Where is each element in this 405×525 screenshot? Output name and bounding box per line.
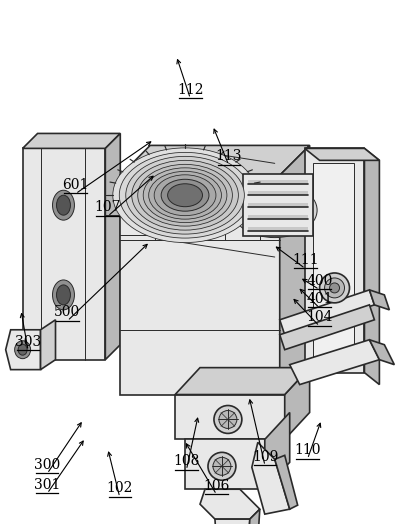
Polygon shape [200, 489, 260, 519]
Ellipse shape [219, 411, 237, 428]
Ellipse shape [208, 453, 236, 480]
Text: 109: 109 [252, 450, 278, 464]
Ellipse shape [324, 278, 345, 298]
Ellipse shape [132, 160, 239, 230]
Ellipse shape [242, 189, 307, 231]
Polygon shape [175, 395, 285, 439]
Polygon shape [175, 368, 310, 395]
Text: 113: 113 [215, 149, 242, 163]
Ellipse shape [53, 280, 75, 310]
Polygon shape [369, 290, 389, 310]
Polygon shape [248, 227, 308, 231]
Text: 102: 102 [107, 481, 133, 495]
Polygon shape [243, 174, 313, 236]
Text: 106: 106 [203, 479, 230, 492]
Ellipse shape [168, 184, 202, 207]
Text: 301: 301 [34, 478, 60, 491]
Ellipse shape [126, 156, 244, 234]
Ellipse shape [154, 175, 216, 216]
Polygon shape [280, 305, 374, 350]
Ellipse shape [214, 405, 242, 434]
Polygon shape [248, 203, 308, 207]
Polygon shape [185, 439, 265, 489]
Ellipse shape [232, 183, 317, 238]
Polygon shape [120, 175, 280, 395]
Polygon shape [285, 368, 310, 439]
Polygon shape [23, 133, 120, 149]
Text: 104: 104 [306, 310, 333, 324]
Text: 303: 303 [15, 335, 41, 349]
Polygon shape [6, 330, 41, 370]
Polygon shape [215, 519, 250, 525]
Text: 601: 601 [62, 178, 89, 192]
Polygon shape [23, 149, 105, 360]
Polygon shape [305, 149, 379, 160]
Polygon shape [313, 163, 354, 358]
Polygon shape [120, 145, 310, 175]
Polygon shape [40, 320, 55, 370]
Text: 111: 111 [292, 253, 319, 267]
Polygon shape [248, 191, 308, 195]
Ellipse shape [149, 171, 222, 219]
Text: 500: 500 [54, 305, 81, 319]
Ellipse shape [143, 168, 227, 223]
Ellipse shape [57, 195, 70, 215]
Polygon shape [105, 133, 120, 360]
Polygon shape [265, 413, 290, 489]
Text: 400: 400 [306, 274, 333, 288]
Polygon shape [290, 340, 379, 385]
Ellipse shape [18, 344, 27, 355]
Ellipse shape [57, 285, 70, 305]
Ellipse shape [53, 190, 75, 220]
Ellipse shape [161, 179, 209, 211]
Ellipse shape [138, 164, 232, 226]
Ellipse shape [213, 457, 231, 475]
Ellipse shape [330, 283, 339, 293]
Text: 108: 108 [173, 454, 200, 468]
Polygon shape [280, 145, 310, 395]
Polygon shape [280, 290, 374, 335]
Text: 401: 401 [306, 292, 333, 306]
Polygon shape [275, 455, 298, 509]
Text: 300: 300 [34, 458, 60, 472]
Polygon shape [248, 215, 308, 219]
Ellipse shape [15, 341, 31, 359]
Polygon shape [252, 443, 290, 514]
Text: 110: 110 [294, 443, 321, 457]
Polygon shape [364, 149, 379, 385]
Ellipse shape [119, 152, 251, 238]
Polygon shape [305, 149, 364, 373]
Text: 107: 107 [94, 201, 121, 214]
Ellipse shape [113, 148, 257, 243]
Polygon shape [248, 180, 308, 184]
Polygon shape [245, 509, 260, 525]
Ellipse shape [320, 273, 350, 303]
Text: 112: 112 [177, 82, 204, 97]
Polygon shape [369, 340, 394, 365]
